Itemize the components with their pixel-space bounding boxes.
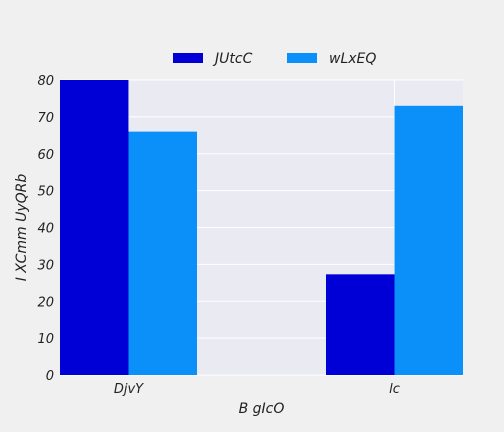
legend: JUtcC wLxEQ bbox=[173, 51, 376, 67]
y-tick-label: 0 bbox=[46, 369, 54, 384]
y-tick-label: 70 bbox=[37, 111, 54, 126]
bar bbox=[394, 105, 463, 375]
legend-swatch bbox=[287, 53, 317, 63]
y-axis-ticks: 0 10 20 30 40 50 60 70 80 bbox=[37, 74, 54, 384]
y-tick-label: 80 bbox=[37, 74, 54, 89]
legend-label: wLxEQ bbox=[329, 51, 376, 67]
y-tick-label: 20 bbox=[37, 295, 54, 310]
y-tick-label: 10 bbox=[37, 332, 54, 347]
x-axis-ticks: DjvY lc bbox=[114, 382, 400, 397]
y-axis-title: I XCmm UyQRb bbox=[14, 174, 30, 282]
bar bbox=[128, 131, 197, 375]
y-tick-label: 30 bbox=[37, 258, 54, 273]
bar bbox=[326, 274, 395, 375]
y-tick-label: 40 bbox=[37, 222, 54, 237]
y-tick-label: 50 bbox=[37, 185, 54, 200]
legend-label: JUtcC bbox=[212, 51, 253, 67]
x-tick-label: lc bbox=[389, 382, 400, 397]
legend-swatch bbox=[173, 53, 203, 63]
bar bbox=[60, 80, 129, 375]
bars bbox=[60, 80, 463, 375]
x-tick-label: DjvY bbox=[114, 382, 144, 397]
y-tick-label: 60 bbox=[37, 148, 54, 163]
x-axis-title: B gIcO bbox=[239, 401, 285, 417]
